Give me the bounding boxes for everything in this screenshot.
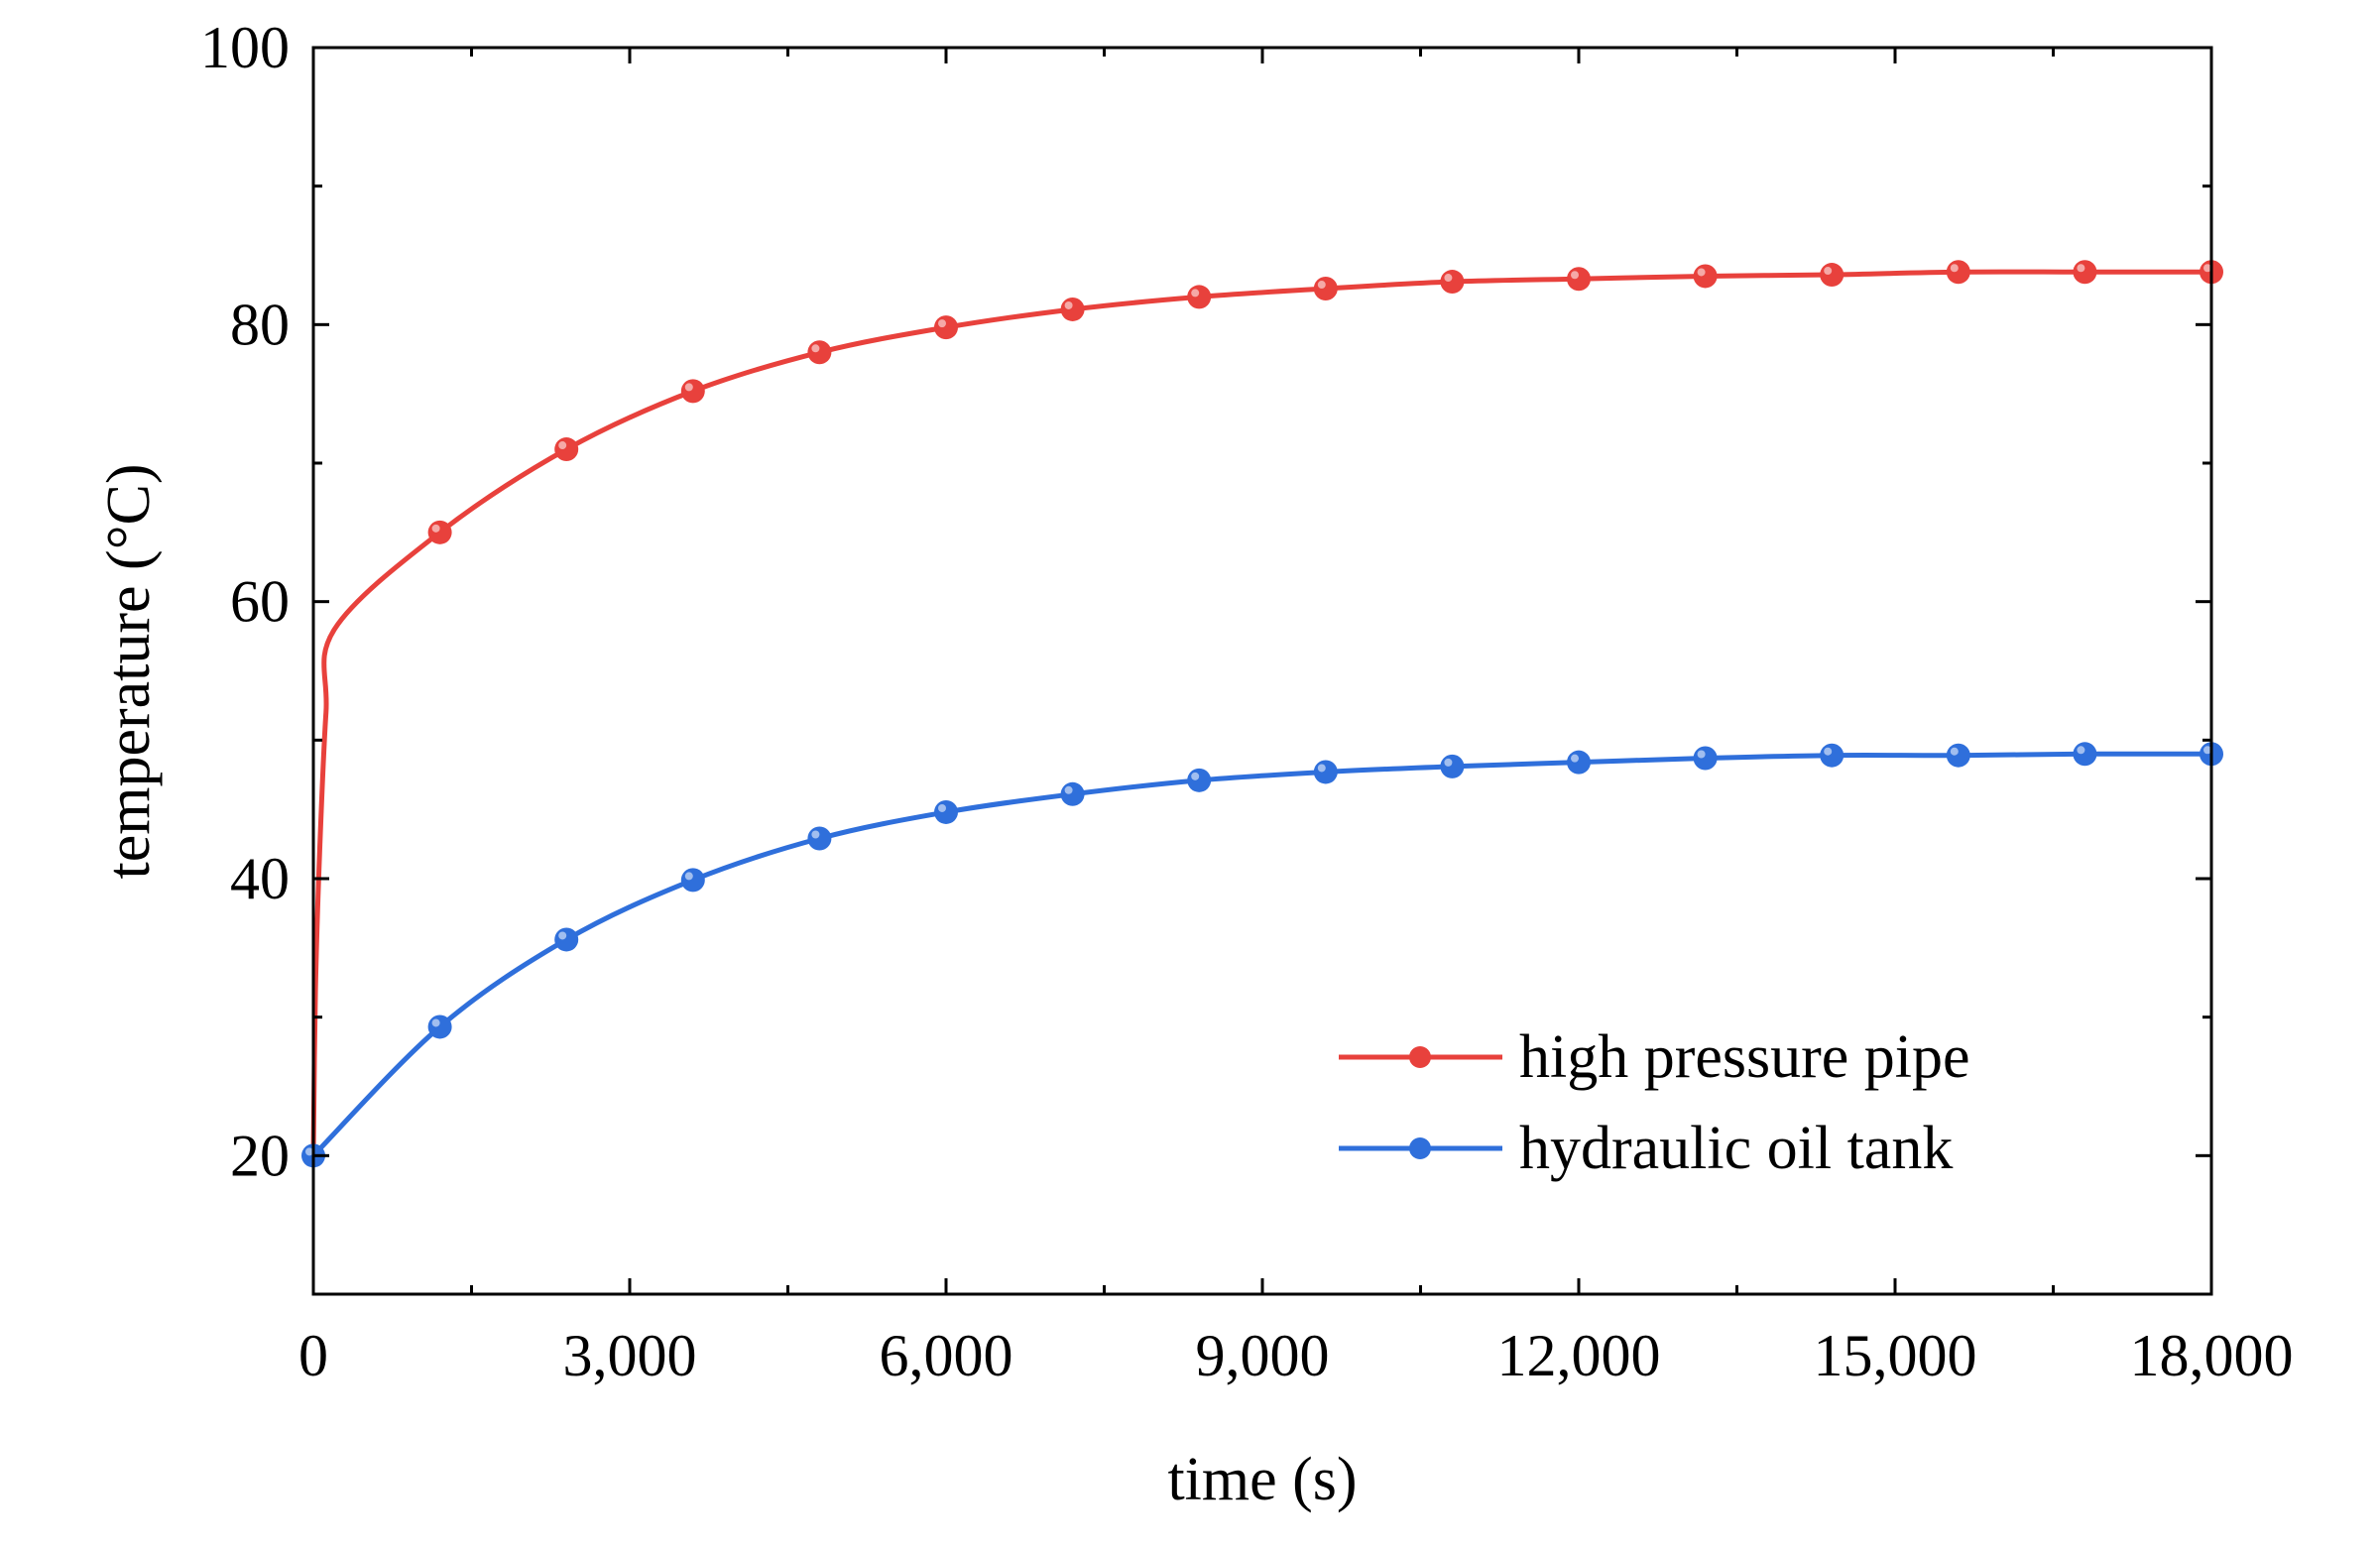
- data-point-hydraulic-oil-tank: [934, 799, 958, 824]
- data-point-hydraulic-oil-tank: [1820, 743, 1844, 768]
- data-point-high-pressure-pipe: [1693, 264, 1718, 289]
- data-point-hydraulic-oil-tank: [680, 868, 705, 893]
- x-axis-title: time (s): [1167, 1446, 1357, 1513]
- series-line-hydraulic-oil-tank: [311, 751, 2212, 1158]
- data-point-highlight: [558, 931, 567, 940]
- x-tick-label: 15,000: [1814, 1323, 1977, 1388]
- data-point-highlight: [938, 319, 946, 328]
- data-point-highlight: [431, 1018, 440, 1027]
- legend-label-hydraulic-oil-tank: hydraulic oil tank: [1519, 1115, 1953, 1182]
- data-point-highlight: [1064, 785, 1073, 794]
- x-tick-label: 3,000: [563, 1323, 697, 1388]
- data-point-hydraulic-oil-tank: [1946, 743, 1970, 768]
- y-tick-label: 20: [230, 1123, 290, 1188]
- data-point-highlight: [811, 344, 820, 353]
- data-point-high-pressure-pipe: [1313, 277, 1338, 301]
- legend-marker-high-pressure-pipe: [1409, 1046, 1431, 1068]
- data-point-hydraulic-oil-tank: [1440, 754, 1465, 778]
- data-point-highlight: [2077, 264, 2085, 273]
- data-point-highlight: [1571, 754, 1579, 763]
- data-point-high-pressure-pipe: [1187, 285, 1212, 309]
- x-tick-label: 9,000: [1196, 1323, 1330, 1388]
- data-point-highlight: [1191, 289, 1200, 298]
- data-point-highlight: [1064, 300, 1073, 309]
- data-point-highlight: [558, 441, 567, 450]
- x-tick-label: 0: [298, 1323, 328, 1388]
- y-tick-label: 100: [200, 15, 290, 80]
- legend-marker-hydraulic-oil-tank: [1409, 1137, 1431, 1159]
- x-tick-labels: 0 3,000 6,000 9,000 12,000 15,000 18,000: [298, 1323, 2294, 1388]
- data-point-highlight: [2203, 264, 2211, 273]
- data-point-highlight: [2203, 746, 2211, 755]
- data-point-highlight: [938, 803, 946, 812]
- data-point-highlight: [1191, 772, 1200, 780]
- y-tick-label: 60: [230, 569, 290, 635]
- y-tick-label: 80: [230, 292, 290, 357]
- data-point-highlight: [1697, 268, 1706, 277]
- data-point-highlight: [684, 872, 693, 881]
- x-tick-label: 12,000: [1497, 1323, 1661, 1388]
- data-point-high-pressure-pipe: [1567, 267, 1591, 292]
- data-point-highlight: [1824, 267, 1833, 276]
- data-point-hydraulic-oil-tank: [1060, 781, 1085, 806]
- data-point-highlight: [1950, 747, 1959, 756]
- data-point-high-pressure-pipe: [2073, 260, 2097, 285]
- data-point-high-pressure-pipe: [427, 520, 452, 544]
- data-point-hydraulic-oil-tank: [2073, 742, 2097, 767]
- data-point-high-pressure-pipe: [1946, 260, 1970, 285]
- legend-label-high-pressure-pipe: high pressure pipe: [1519, 1023, 1970, 1091]
- y-tick-labels: 20 40 60 80 100: [200, 15, 290, 1188]
- data-point-highlight: [1697, 750, 1706, 759]
- data-point-high-pressure-pipe: [1820, 263, 1844, 288]
- data-point-high-pressure-pipe: [934, 315, 958, 340]
- ticks-layer: [311, 46, 2213, 1296]
- y-axis-title: temperature (°C): [95, 464, 163, 880]
- plot-frame: [311, 46, 2213, 1296]
- data-point-high-pressure-pipe: [1060, 297, 1085, 321]
- data-point-highlight: [1317, 764, 1326, 773]
- x-tick-label: 6,000: [880, 1323, 1013, 1388]
- data-point-highlight: [1571, 271, 1579, 280]
- data-point-highlight: [1950, 264, 1959, 273]
- data-point-highlight: [1317, 281, 1326, 290]
- x-tick-label: 18,000: [2130, 1323, 2294, 1388]
- data-point-highlight: [684, 383, 693, 392]
- data-point-hydraulic-oil-tank: [554, 927, 579, 952]
- data-point-highlight: [1444, 758, 1453, 767]
- series-line-high-pressure-pipe: [310, 269, 2211, 1156]
- data-point-hydraulic-oil-tank: [1187, 768, 1212, 792]
- data-point-highlight: [1824, 747, 1833, 756]
- data-point-high-pressure-pipe: [807, 340, 832, 365]
- data-point-high-pressure-pipe: [1440, 270, 1465, 295]
- series-layer: [301, 260, 2223, 1168]
- data-point-highlight: [431, 524, 440, 533]
- data-point-highlight: [305, 1147, 313, 1156]
- data-point-hydraulic-oil-tank: [807, 826, 832, 851]
- data-point-high-pressure-pipe: [554, 437, 579, 462]
- data-point-highlight: [1444, 274, 1453, 283]
- data-point-hydraulic-oil-tank: [1693, 746, 1718, 771]
- data-point-highlight: [2077, 746, 2085, 755]
- y-tick-label: 40: [230, 846, 290, 911]
- data-point-high-pressure-pipe: [680, 379, 705, 404]
- legend: high pressure pipe hydraulic oil tank: [1339, 1023, 1970, 1182]
- data-point-highlight: [811, 830, 820, 839]
- data-point-hydraulic-oil-tank: [1313, 760, 1338, 784]
- data-point-hydraulic-oil-tank: [427, 1014, 452, 1039]
- data-point-hydraulic-oil-tank: [1567, 750, 1591, 775]
